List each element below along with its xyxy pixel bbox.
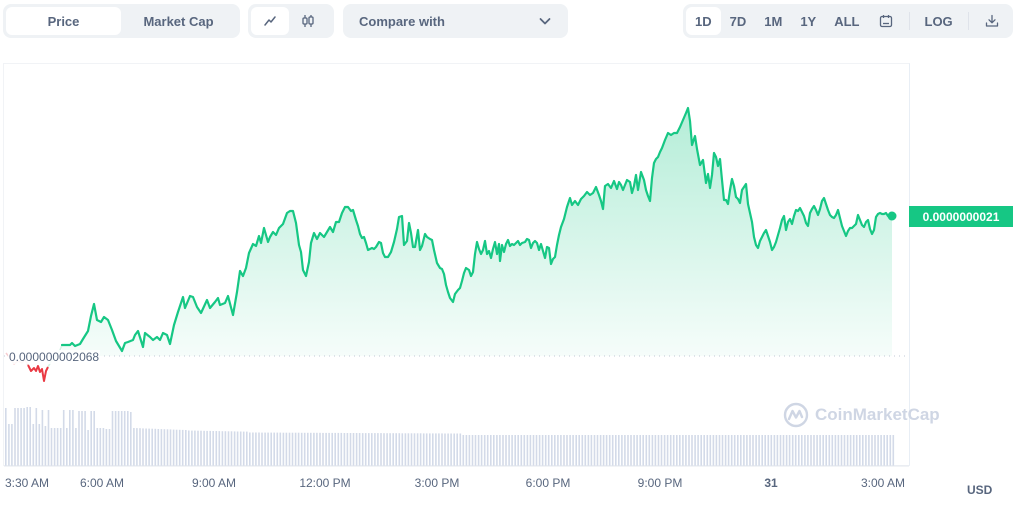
chart-type-toggle: [248, 4, 334, 38]
divider: [967, 12, 969, 30]
time-range-toggle: 1D 7D 1M 1Y ALL LOG: [683, 4, 1013, 38]
download-button[interactable]: [975, 7, 1009, 35]
x-label: 12:00 PM: [299, 476, 351, 490]
price-area-fill: [62, 108, 892, 356]
baseline-price-label: 0.000000002068: [8, 350, 101, 364]
candlestick-icon: [302, 15, 314, 27]
tab-market-cap[interactable]: Market Cap: [143, 13, 214, 29]
x-label-date: 31: [764, 476, 778, 490]
range-1y[interactable]: 1Y: [800, 13, 817, 29]
coinmarketcap-watermark: CoinMarketCap: [783, 402, 940, 428]
compare-with-dropdown[interactable]: Compare with: [343, 4, 568, 38]
x-axis-labels: 3:30 AM 6:00 AM 9:00 AM 12:00 PM 3:00 PM…: [0, 476, 1024, 492]
tab-price[interactable]: Price: [6, 7, 121, 35]
x-label: 3:00 PM: [414, 476, 460, 490]
price-line-below-baseline: [27, 364, 49, 382]
chevron-down-icon: [539, 18, 551, 25]
watermark-text: CoinMarketCap: [815, 405, 940, 424]
log-scale-button[interactable]: LOG: [924, 13, 953, 29]
range-1m[interactable]: 1M: [764, 13, 783, 29]
calendar-icon: [879, 15, 892, 28]
coinmarketcap-logo-icon: [783, 402, 809, 428]
currency-label: USD: [967, 483, 993, 497]
download-icon: [985, 14, 998, 27]
chart-toolbar: Price Market Cap Compare with 1D 7D 1M 1…: [0, 4, 1024, 38]
divider: [908, 12, 910, 30]
line-chart-icon: [264, 16, 276, 26]
volume-bars: [5, 407, 895, 467]
date-range-button[interactable]: [869, 7, 903, 35]
line-chart-button[interactable]: [251, 7, 289, 35]
current-price-dot[interactable]: [887, 211, 897, 221]
range-1d[interactable]: 1D: [686, 7, 721, 35]
price-marketcap-toggle: Price Market Cap: [3, 4, 240, 38]
x-label: 3:00 AM: [860, 476, 906, 490]
x-label: 6:00 PM: [525, 476, 571, 490]
x-label: 6:00 AM: [79, 476, 125, 490]
current-price-tag: 0.0000000021: [909, 206, 1013, 227]
x-label: 9:00 AM: [191, 476, 237, 490]
range-7d[interactable]: 7D: [729, 13, 747, 29]
candlestick-chart-button[interactable]: [289, 7, 327, 35]
x-label: 9:00 PM: [637, 476, 683, 490]
compare-with-label: Compare with: [359, 13, 445, 29]
range-all[interactable]: ALL: [834, 13, 860, 29]
x-label: 3:30 AM: [4, 476, 50, 490]
price-line: [60, 106, 894, 353]
